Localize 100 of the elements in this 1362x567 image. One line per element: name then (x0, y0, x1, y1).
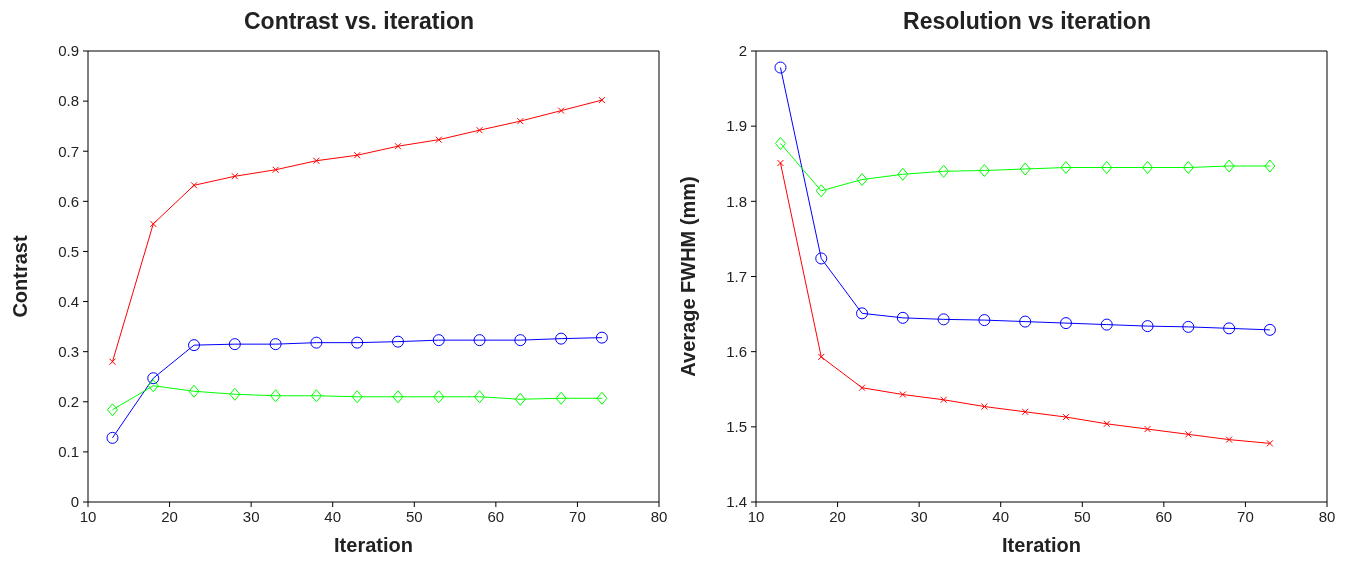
point (557, 107, 565, 115)
point (353, 151, 361, 159)
x-tick-label: 10 (747, 507, 765, 525)
x-tick-label: 60 (487, 507, 505, 525)
point (815, 184, 827, 198)
point (1062, 413, 1070, 421)
point (147, 372, 160, 385)
point (858, 384, 866, 392)
point (514, 334, 527, 347)
point (188, 384, 200, 398)
point (980, 403, 988, 411)
point (896, 311, 909, 324)
x-tick-label: 50 (405, 507, 423, 525)
point (473, 334, 486, 347)
x-axis-title: Iteration (334, 534, 413, 556)
y-tick-label: 2 (738, 42, 747, 60)
y-tick-label: 0.4 (58, 292, 79, 310)
chart-title: Resolution vs iteration (902, 8, 1152, 36)
x-tick-label: 70 (1237, 507, 1254, 525)
y-tick-label: 1.8 (726, 192, 747, 210)
point (514, 392, 526, 406)
y-tick-label: 1.7 (726, 267, 747, 285)
chart-title: Contrast vs. iteration (242, 8, 475, 36)
point (190, 181, 198, 189)
point (937, 313, 950, 326)
point (938, 164, 950, 178)
point (108, 358, 116, 366)
point (555, 391, 567, 405)
point (433, 390, 445, 404)
point (774, 136, 786, 150)
point (435, 136, 443, 144)
point (106, 403, 118, 417)
point (1019, 162, 1031, 176)
point (815, 252, 828, 265)
point (391, 335, 404, 348)
y-tick-label: 0.5 (58, 242, 79, 260)
point (595, 331, 608, 344)
point (1142, 161, 1154, 175)
point (856, 173, 868, 187)
point (351, 390, 363, 404)
point (310, 389, 322, 403)
point (1182, 320, 1195, 333)
y-tick-label: 0.7 (58, 142, 79, 160)
x-tick-label: 20 (829, 507, 846, 525)
point (188, 339, 201, 352)
point (978, 314, 991, 327)
point (1266, 439, 1274, 447)
x-tick-label: 10 (79, 507, 97, 525)
x-tick-label: 80 (1318, 507, 1336, 525)
x-tick-label: 30 (910, 507, 928, 525)
point (106, 431, 119, 444)
y-tick-label: 1.4 (726, 493, 747, 511)
point (310, 336, 323, 349)
point (1059, 317, 1072, 330)
point (1223, 322, 1236, 335)
point (474, 390, 486, 404)
point (555, 332, 568, 345)
y-axis-title: Average FWHM (mm) (677, 176, 700, 377)
point (392, 390, 404, 404)
y-tick-label: 1.9 (726, 117, 747, 135)
point (228, 338, 241, 351)
x-tick-label: 30 (242, 507, 260, 525)
point (1060, 161, 1072, 175)
y-tick-label: 0 (70, 493, 79, 511)
point (774, 61, 787, 74)
point (1103, 420, 1111, 428)
x-tick-label: 20 (161, 507, 178, 525)
point (776, 159, 784, 167)
point (978, 164, 990, 178)
y-tick-label: 0.8 (58, 92, 79, 110)
x-tick-label: 80 (650, 507, 668, 525)
point (312, 157, 320, 165)
point (147, 379, 159, 393)
point (1144, 425, 1152, 433)
point (1182, 161, 1194, 175)
point (269, 338, 282, 351)
x-tick-label: 40 (992, 507, 1010, 525)
point (856, 307, 869, 320)
x-tick-label: 70 (569, 507, 586, 525)
point (272, 166, 280, 174)
x-tick-label: 50 (1073, 507, 1091, 525)
point (899, 391, 907, 399)
point (1184, 430, 1192, 438)
point (596, 391, 608, 405)
y-tick-label: 0.6 (58, 192, 79, 210)
y-tick-label: 1.6 (726, 342, 747, 360)
point (231, 172, 239, 180)
point (476, 126, 484, 134)
x-axis-title: Iteration (1002, 534, 1081, 556)
y-axis-title: Contrast (9, 235, 32, 318)
point (149, 220, 157, 228)
point (1263, 323, 1276, 336)
point (897, 167, 909, 181)
point (432, 334, 445, 347)
point (1019, 315, 1032, 328)
y-tick-label: 0.9 (58, 42, 79, 60)
x-tick-label: 60 (1155, 507, 1173, 525)
point (817, 353, 825, 361)
x-tick-label: 40 (324, 507, 342, 525)
point (229, 387, 241, 401)
